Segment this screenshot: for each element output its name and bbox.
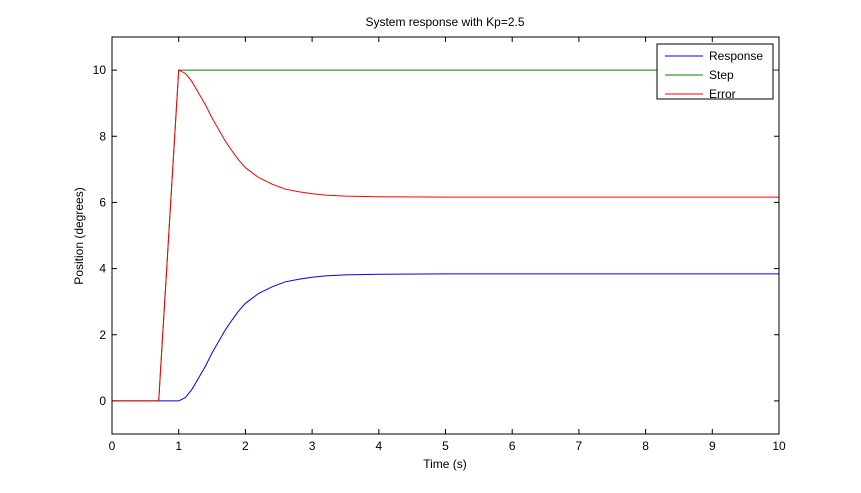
x-tick-label: 4	[375, 439, 382, 453]
x-tick-label: 5	[442, 439, 449, 453]
legend-label-error: Error	[709, 87, 736, 101]
x-tick-label: 6	[509, 439, 516, 453]
x-tick-label: 0	[109, 439, 116, 453]
series-line-error	[112, 69, 779, 402]
x-tick-label: 1	[175, 439, 182, 453]
legend-label-step: Step	[709, 68, 734, 82]
y-tick-label: 2	[99, 328, 106, 342]
y-tick-label: 0	[99, 394, 106, 408]
legend-box	[656, 43, 774, 100]
y-tick-label: 6	[99, 195, 106, 209]
x-tick-label: 7	[576, 439, 583, 453]
series-layer	[112, 69, 779, 402]
x-tick-label: 9	[709, 439, 716, 453]
axes-box	[111, 36, 780, 435]
y-axis-label: Position (degrees)	[72, 187, 86, 284]
ticks-layer: 0 1 2 3 4 5 6 7 8 9 10 0 2 4 6 8 10	[93, 37, 786, 453]
x-tick-label: 10	[772, 439, 786, 453]
x-axis-label: Time (s)	[423, 457, 467, 471]
x-tick-label: 3	[309, 439, 316, 453]
x-tick-label: 8	[642, 439, 649, 453]
y-tick-label: 10	[93, 63, 107, 77]
legend: Response Step Error	[656, 43, 774, 101]
y-tick-label: 8	[99, 129, 106, 143]
y-tick-label: 4	[99, 262, 106, 276]
x-tick-label: 2	[242, 439, 249, 453]
legend-label-response: Response	[709, 49, 763, 63]
axes-background	[112, 37, 779, 434]
chart-title: System response with Kp=2.5	[365, 15, 524, 29]
series-line-response	[112, 273, 779, 402]
